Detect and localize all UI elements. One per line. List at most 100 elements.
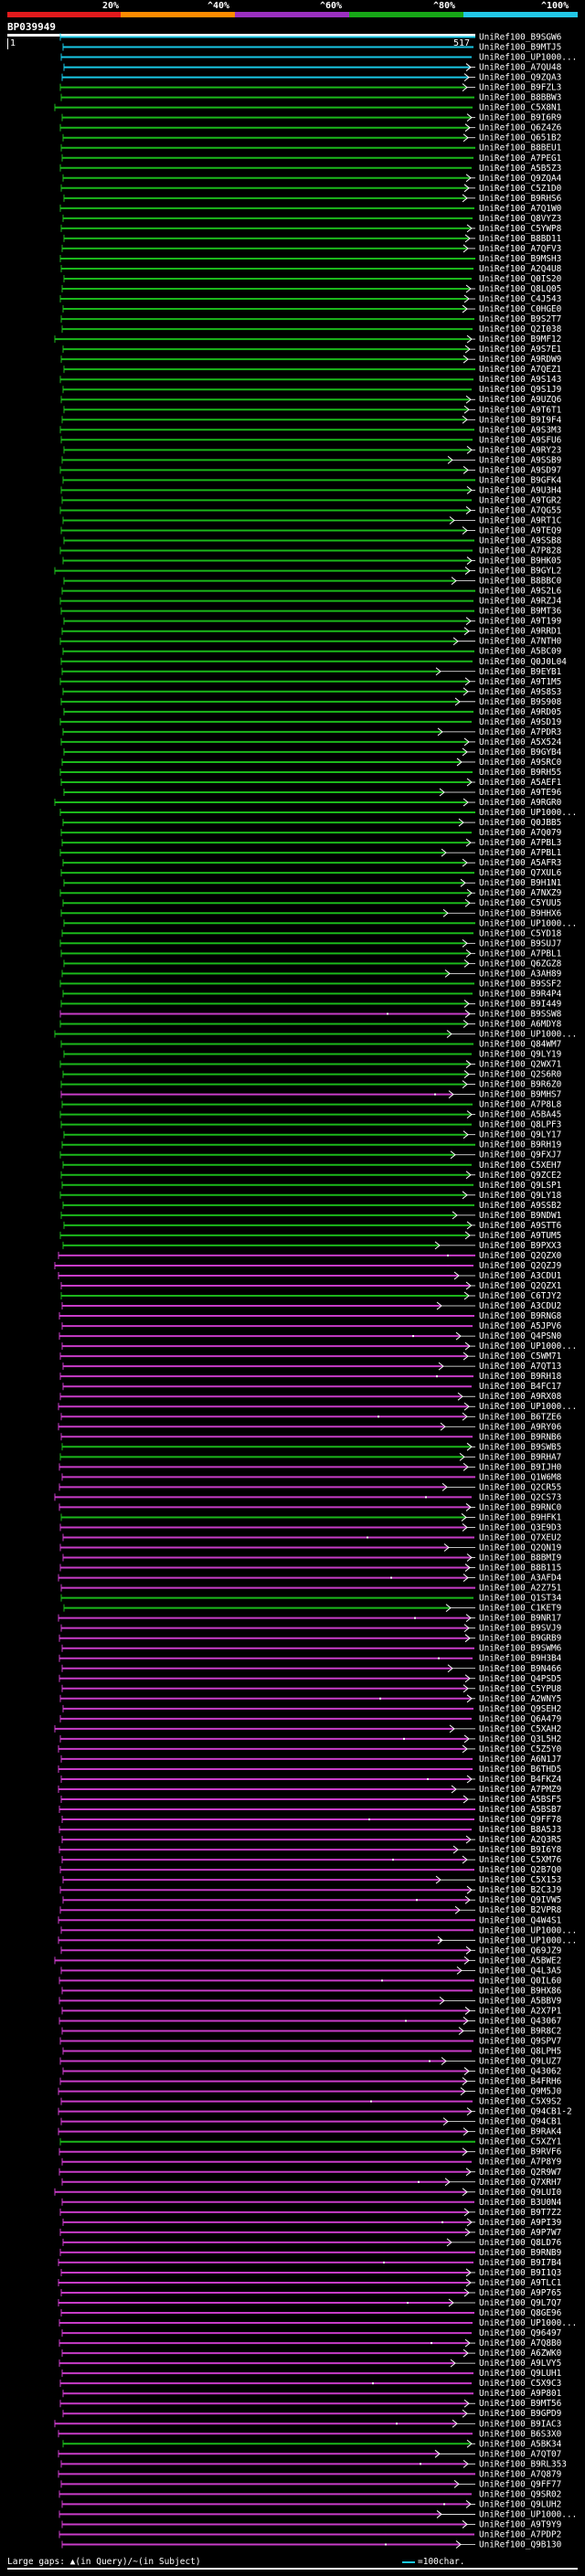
hit-label[interactable]: UniRef100_A9T9Y9 — [479, 2519, 562, 2529]
hit-label[interactable]: UniRef100_Q9LSP1 — [479, 1181, 562, 1191]
hit-label[interactable]: UniRef100_Q9LY18 — [479, 1191, 562, 1201]
hit-label[interactable]: UniRef100_A9RT1C — [479, 515, 561, 525]
hit-label[interactable]: UniRef100_Q2CS73 — [479, 1492, 561, 1502]
hit-label[interactable]: UniRef100_C5X9S2 — [479, 2097, 561, 2107]
hit-label[interactable]: UniRef100_A5BWE2 — [479, 1956, 561, 1966]
hit-label[interactable]: UniRef100_Q8LQ05 — [479, 284, 561, 294]
hit-label[interactable]: UniRef100_B9GYL2 — [479, 567, 561, 577]
hit-label[interactable]: UniRef100_Q9LUH2 — [479, 2499, 561, 2509]
hit-label[interactable]: UniRef100_A9T1M5 — [479, 677, 561, 687]
hit-label[interactable]: UniRef100_B9I449 — [479, 999, 562, 1009]
hit-label[interactable]: UniRef100_A3CDU2 — [479, 1301, 561, 1311]
hit-label[interactable]: UniRef100_Q1ST34 — [479, 1594, 562, 1604]
hit-label[interactable]: UniRef100_A2WNY5 — [479, 1694, 561, 1704]
hit-label[interactable]: UniRef100_B8A5J3 — [479, 1825, 561, 1835]
hit-label[interactable]: UniRef100_Q9B130 — [479, 2539, 562, 2549]
hit-label[interactable]: UniRef100_A9TLC1 — [479, 2278, 562, 2288]
hit-label[interactable]: UniRef100_B9I1Q3 — [479, 2268, 561, 2278]
hit-label[interactable]: UniRef100_B9SGW6 — [479, 33, 562, 43]
hit-label[interactable]: UniRef100_Q7XRH7 — [479, 2178, 561, 2188]
hit-label[interactable]: UniRef100_C5X8N1 — [479, 103, 562, 113]
hit-label[interactable]: UniRef100_B9IJH0 — [479, 1462, 562, 1472]
hit-label[interactable]: UniRef100_A3AFD4 — [479, 1574, 562, 1584]
hit-label[interactable]: UniRef100_B3U0N4 — [479, 2198, 562, 2208]
hit-label[interactable]: UniRef100_A9S8S3 — [479, 687, 561, 697]
hit-label[interactable]: UniRef100_B9NDW1 — [479, 1211, 562, 1221]
hit-label[interactable]: UniRef100_A5BBV9 — [479, 1996, 562, 2006]
hit-label[interactable]: UniRef100_B9NR17 — [479, 1614, 561, 1624]
hit-label[interactable]: UniRef100_B9HK05 — [479, 557, 561, 567]
hit-label[interactable]: UniRef100_A9P765 — [479, 2288, 561, 2298]
hit-label[interactable]: UniRef100_A7PBL1 — [479, 949, 562, 959]
hit-label[interactable]: UniRef100_C5XAH2 — [479, 1724, 561, 1734]
hit-label[interactable]: UniRef100_Q9ZQA4 — [479, 174, 562, 184]
hit-label[interactable]: UniRef100_A7P8L8 — [479, 1100, 562, 1110]
hit-label[interactable]: UniRef100_B9H3B4 — [479, 1654, 562, 1664]
hit-label[interactable]: UniRef100_Q1W6M8 — [479, 1472, 562, 1482]
hit-label[interactable]: UniRef100_B9HX86 — [479, 1986, 562, 1996]
hit-label[interactable]: UniRef100_Q9IVW5 — [479, 1895, 561, 1905]
hit-label[interactable]: UniRef100_B9SWM6 — [479, 1644, 562, 1654]
hit-label[interactable]: UniRef100_B9SSF2 — [479, 979, 561, 989]
hit-label[interactable]: UniRef100_A7QU48 — [479, 63, 562, 73]
hit-label[interactable]: UniRef100_Q69JZ9 — [479, 1945, 562, 1956]
hit-label[interactable]: UniRef100_A5JPV6 — [479, 1321, 562, 1331]
hit-label[interactable]: UniRef100_A9STT6 — [479, 1221, 562, 1231]
hit-label[interactable]: UniRef100_B9I6Y8 — [479, 1845, 562, 1855]
hit-label[interactable]: UniRef100_UP1000... — [479, 808, 577, 818]
hit-label[interactable]: UniRef100_Q2CR55 — [479, 1482, 561, 1492]
hit-label[interactable]: UniRef100_Q2QZX0 — [479, 1251, 562, 1261]
hit-label[interactable]: UniRef100_B8BBW3 — [479, 93, 561, 103]
hit-label[interactable]: UniRef100_Q9LUH1 — [479, 2369, 562, 2379]
hit-label[interactable]: UniRef100_B9R4P4 — [479, 989, 562, 999]
hit-label[interactable]: UniRef100_A9SD19 — [479, 717, 562, 727]
hit-label[interactable]: UniRef100_C5WM71 — [479, 1352, 562, 1362]
hit-label[interactable]: UniRef100_B9GPD9 — [479, 2409, 562, 2419]
hit-label[interactable]: UniRef100_UP1000... — [479, 1341, 577, 1352]
hit-label[interactable]: UniRef100_Q2I038 — [479, 324, 562, 334]
hit-label[interactable]: UniRef100_A5AFR3 — [479, 858, 561, 868]
hit-label[interactable]: UniRef100_A6N1J7 — [479, 1754, 561, 1765]
hit-label[interactable]: UniRef100_Q6Z4Z6 — [479, 123, 562, 133]
hit-label[interactable]: UniRef100_Q9L7Q7 — [479, 2298, 561, 2308]
hit-label[interactable]: UniRef100_Q0IL60 — [479, 1976, 562, 1986]
hit-label[interactable]: UniRef100_A9SFU6 — [479, 435, 562, 445]
hit-label[interactable]: UniRef100_A9U3H4 — [479, 485, 562, 495]
hit-label[interactable]: UniRef100_A9SD97 — [479, 465, 561, 475]
hit-label[interactable]: UniRef100_C0HGE0 — [479, 304, 562, 314]
hit-label[interactable]: UniRef100_Q2B7Q0 — [479, 1865, 562, 1875]
hit-label[interactable]: UniRef100_Q2QZX1 — [479, 1281, 562, 1291]
hit-label[interactable]: UniRef100_Q9FF78 — [479, 1815, 562, 1825]
hit-label[interactable]: UniRef100_B6S3X0 — [479, 2429, 562, 2439]
hit-label[interactable]: UniRef100_A9TUM5 — [479, 1231, 561, 1241]
hit-label[interactable]: UniRef100_B9RAK4 — [479, 2127, 562, 2137]
hit-label[interactable]: UniRef100_A3CDU1 — [479, 1271, 562, 1281]
hit-label[interactable]: UniRef100_A7PEG1 — [479, 154, 562, 164]
hit-label[interactable]: UniRef100_A7PBL3 — [479, 838, 561, 848]
hit-label[interactable]: UniRef100_B9IAC3 — [479, 2419, 561, 2429]
hit-label[interactable]: UniRef100_A7QT13 — [479, 1362, 561, 1372]
hit-label[interactable]: UniRef100_Q3E9D3 — [479, 1522, 561, 1532]
hit-label[interactable]: UniRef100_UP1000... — [479, 2318, 577, 2328]
hit-label[interactable]: UniRef100_A9RDW9 — [479, 355, 562, 365]
hit-label[interactable]: UniRef100_A9RX08 — [479, 1392, 562, 1402]
hit-label[interactable]: UniRef100_A9RRD1 — [479, 627, 562, 637]
hit-label[interactable]: UniRef100_C5YPU8 — [479, 1684, 562, 1694]
hit-label[interactable]: UniRef100_C5XM76 — [479, 1855, 562, 1865]
hit-label[interactable]: UniRef100_B9HFK1 — [479, 1512, 562, 1522]
hit-label[interactable]: UniRef100_Q9M5J0 — [479, 2087, 562, 2097]
hit-label[interactable]: UniRef100_A9PI39 — [479, 2218, 562, 2228]
hit-label[interactable]: UniRef100_B9RHA7 — [479, 1452, 561, 1462]
hit-label[interactable]: UniRef100_B9I6R9 — [479, 113, 562, 123]
hit-label[interactable]: UniRef100_B9RHS6 — [479, 194, 562, 204]
hit-label[interactable]: UniRef100_Q2QZJ9 — [479, 1261, 562, 1271]
hit-label[interactable]: UniRef100_Q6ZGZ8 — [479, 959, 562, 969]
hit-label[interactable]: UniRef100_B9MT56 — [479, 2399, 562, 2409]
hit-label[interactable]: UniRef100_C5YWP8 — [479, 224, 562, 234]
hit-label[interactable]: UniRef100_A7QG55 — [479, 505, 561, 515]
hit-label[interactable]: UniRef100_B9HHX6 — [479, 908, 562, 918]
hit-label[interactable]: UniRef100_A7QT07 — [479, 2449, 561, 2459]
hit-label[interactable]: UniRef100_B8B115 — [479, 1564, 561, 1574]
hit-label[interactable]: UniRef100_A9SSB8 — [479, 536, 562, 546]
hit-label[interactable]: UniRef100_A7QFV3 — [479, 244, 561, 254]
